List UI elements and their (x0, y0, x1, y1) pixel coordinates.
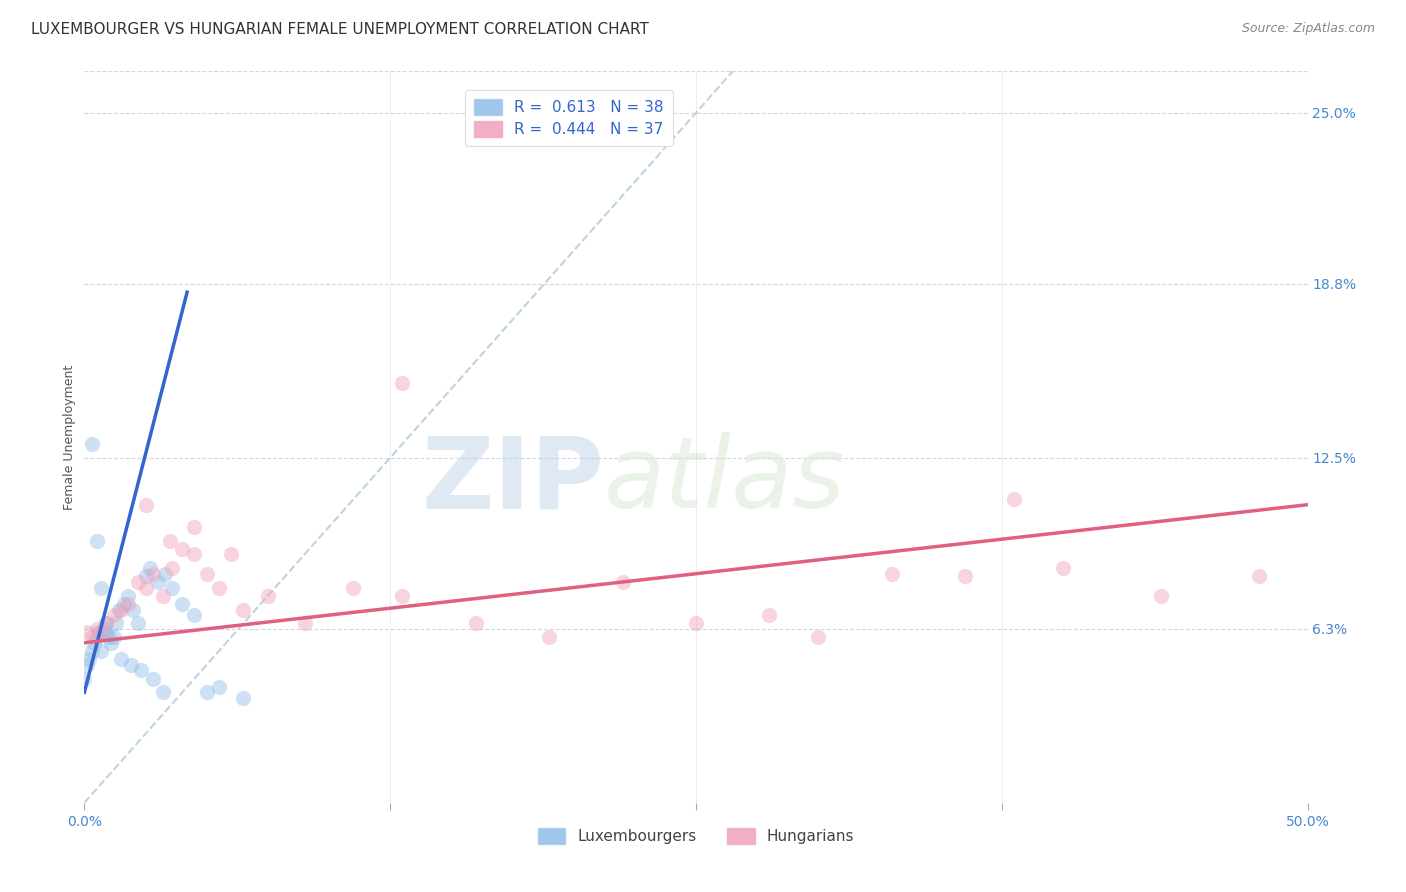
Y-axis label: Female Unemployment: Female Unemployment (63, 365, 76, 509)
Point (758, 608, 780, 623)
Point (135, 569, 157, 583)
Point (183, 608, 205, 623)
Point (96, 616, 118, 631)
Point (122, 602, 145, 616)
Point (86, 630, 108, 644)
Point (1052, 561, 1074, 575)
Point (127, 574, 149, 589)
Text: ZIP: ZIP (422, 433, 605, 530)
Point (142, 672, 165, 686)
Point (76, 657, 98, 672)
Point (152, 589, 174, 603)
Point (195, 685, 218, 699)
Point (162, 561, 184, 575)
Point (146, 574, 169, 589)
Point (117, 597, 139, 611)
Point (86, 622, 108, 636)
Point (953, 569, 976, 583)
Point (86, 533, 108, 548)
Point (1002, 492, 1025, 507)
Point (97, 630, 120, 644)
Point (1247, 569, 1270, 583)
Point (391, 589, 413, 603)
Point (80, 644, 103, 658)
Point (342, 581, 364, 595)
Point (103, 630, 125, 644)
Point (685, 616, 707, 631)
Point (219, 548, 242, 562)
Point (294, 616, 316, 631)
Point (159, 533, 181, 548)
Point (195, 566, 218, 581)
Point (83, 636, 105, 650)
Point (103, 608, 125, 623)
Point (80, 630, 103, 644)
Point (183, 548, 205, 562)
Point (90, 581, 112, 595)
Point (183, 520, 205, 534)
Point (110, 652, 132, 666)
Point (172, 541, 194, 556)
Point (73, 672, 96, 686)
Text: LUXEMBOURGER VS HUNGARIAN FEMALE UNEMPLOYMENT CORRELATION CHART: LUXEMBOURGER VS HUNGARIAN FEMALE UNEMPLO… (31, 22, 648, 37)
Point (880, 566, 903, 581)
Point (100, 636, 122, 650)
Point (117, 589, 139, 603)
Point (80, 437, 103, 451)
Point (129, 663, 152, 677)
Text: atlas: atlas (605, 433, 846, 530)
Point (77, 652, 100, 666)
Point (807, 630, 830, 644)
Point (112, 597, 135, 611)
Point (120, 657, 142, 672)
Point (391, 376, 413, 391)
Point (110, 602, 132, 616)
Point (76, 624, 98, 639)
Point (135, 581, 157, 595)
Point (107, 602, 129, 616)
Point (208, 581, 231, 595)
Point (96, 624, 118, 639)
Point (172, 597, 194, 611)
Point (90, 624, 112, 639)
Point (96, 616, 118, 631)
Text: Source: ZipAtlas.com: Source: ZipAtlas.com (1241, 22, 1375, 36)
Point (162, 581, 184, 595)
Point (208, 680, 231, 694)
Point (538, 630, 561, 644)
Point (232, 690, 254, 705)
Point (142, 566, 165, 581)
Point (93, 622, 115, 636)
Point (1150, 589, 1173, 603)
Point (90, 644, 112, 658)
Point (153, 566, 176, 581)
Point (232, 602, 254, 616)
Point (135, 498, 157, 512)
Legend: Luxembourgers, Hungarians: Luxembourgers, Hungarians (531, 822, 860, 850)
Point (87, 624, 110, 639)
Point (612, 574, 634, 589)
Point (105, 616, 128, 631)
Point (152, 685, 174, 699)
Point (139, 561, 162, 575)
Point (464, 616, 486, 631)
Point (127, 616, 149, 631)
Point (257, 589, 280, 603)
